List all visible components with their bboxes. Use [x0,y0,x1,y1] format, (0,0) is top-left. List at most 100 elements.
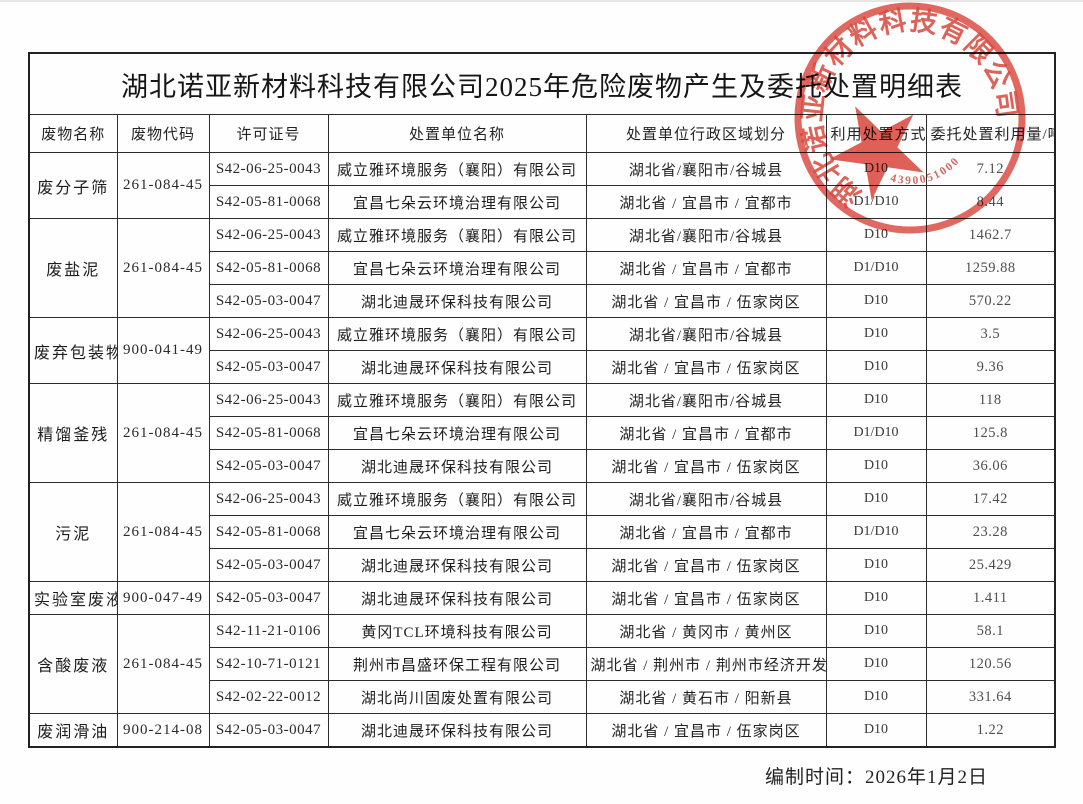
waste-code-cell: 900-047-49 [116,581,210,615]
method-cell: D10 [825,680,927,714]
amount-cell: 36.06 [925,449,1056,483]
unit-name-cell: 宜昌七朵云环境治理有限公司 [327,185,587,219]
unit-name-cell: 荆州市昌盛环保工程有限公司 [327,647,587,681]
amount-cell: 23.28 [925,515,1056,549]
table-row: S42-05-03-0047 湖北迪晟环保科技有限公司 湖北省 / 宜昌市 / 伍家… [29,284,1056,318]
license-cell: S42-05-81-0068 [208,251,329,285]
waste-name-cell: 废弃包装物 [28,317,118,384]
method-cell: D10 [825,284,927,318]
unit-name-cell: 湖北迪晟环保科技有限公司 [327,350,587,384]
method-cell: D10 [825,647,927,681]
region-cell: 湖北省 / 荆州市 / 荆州市经济开发区 [585,647,827,681]
region-cell: 湖北省 / 宜昌市 / 宜都市 [585,515,827,549]
amount-cell: 7.12 [925,152,1056,186]
waste-code-cell: 261-084-45 [116,614,210,714]
method-cell: D10 [825,713,927,748]
region-cell: 湖北省/襄阳市/谷城县 [585,482,827,516]
table-row: 废分子筛 261-084-45 S42-06-25-0043 威立雅环境服务（襄阳）有… [28,152,1056,219]
amount-cell: 58.1 [925,614,1056,648]
unit-name-cell: 宜昌七朵云环境治理有限公司 [327,515,587,549]
region-cell: 湖北省 / 宜昌市 / 伍家岗区 [585,284,827,318]
unit-name-cell: 湖北迪晟环保科技有限公司 [327,713,587,748]
unit-name-cell: 湖北尚川固废处置有限公司 [327,680,587,714]
unit-name-cell: 威立雅环境服务（襄阳）有限公司 [327,482,587,516]
license-cell: S42-05-03-0047 [208,284,329,318]
amount-cell: 3.5 [925,317,1056,351]
region-cell: 湖北省 / 宜昌市 / 伍家岗区 [585,350,827,384]
license-cell: S42-05-03-0047 [208,449,329,483]
unit-name-cell: 威立雅环境服务（襄阳）有限公司 [327,317,587,351]
region-cell: 湖北省/襄阳市/谷城县 [585,218,827,252]
license-cell: S42-11-21-0106 [208,614,329,648]
amount-cell: 1.22 [925,713,1056,748]
license-cell: S42-05-81-0068 [208,416,329,450]
license-cell: S42-06-25-0043 [208,383,329,417]
method-cell: D10 [825,383,927,417]
unit-name-cell: 湖北迪晟环保科技有限公司 [327,548,587,582]
table-row: S42-10-71-0121 荆州市昌盛环保工程有限公司 湖北省 / 荆州市 / 荆… [29,647,1056,681]
amount-cell: 125.8 [925,416,1056,450]
region-cell: 湖北省/襄阳市/谷城县 [585,383,827,417]
region-cell: 湖北省/襄阳市/谷城县 [585,317,827,351]
amount-cell: 570.22 [925,284,1056,318]
method-cell: D1/D10 [825,251,927,285]
license-cell: S42-05-03-0047 [208,548,329,582]
amount-cell: 1259.88 [925,251,1056,285]
region-cell: 湖北省 / 宜昌市 / 宜都市 [585,185,827,219]
license-cell: S42-10-71-0121 [208,647,329,681]
table-row: 含酸废液 261-084-45 S42-11-21-0106 黄冈TCL环境科技有限公… [28,614,1056,714]
page-title: 湖北诺亚新材料科技有限公司2025年危险废物产生及委托处置明细表 [28,52,1056,115]
region-cell: 湖北省 / 宜昌市 / 伍家岗区 [585,449,827,483]
region-cell: 湖北省 / 黄冈市 / 黄州区 [585,614,827,648]
amount-cell: 1.411 [925,581,1056,615]
amount-cell: 25.429 [925,548,1056,582]
table-row: S42-05-81-0068 宜昌七朵云环境治理有限公司 湖北省 / 宜昌市 / 宜… [29,251,1056,285]
table-row: 废润滑油 900-214-08 S42-05-03-0047 湖北迪晟环保科技有限公司… [28,713,1056,748]
region-cell: 湖北省 / 宜昌市 / 伍家岗区 [585,713,827,748]
table-header-row: 废物名称 废物代码 许可证号 处置单位名称 处置单位行政区域划分 利用处置方式 委托处置利用… [28,114,1056,153]
method-cell: D10 [825,614,927,648]
unit-name-cell: 湖北迪晟环保科技有限公司 [327,449,587,483]
table-row: 废盐泥 261-084-45 S42-06-25-0043 威立雅环境服务（襄阳）有限… [28,218,1056,318]
waste-name-cell: 废分子筛 [28,152,118,219]
method-cell: D10 [825,449,927,483]
method-cell: D10 [825,482,927,516]
table-row: S42-05-81-0068 宜昌七朵云环境治理有限公司 湖北省 / 宜昌市 / 宜… [29,416,1056,450]
table-body: 废分子筛 261-084-45 S42-06-25-0043 威立雅环境服务（襄阳）有… [28,152,1056,748]
table-row: S42-05-03-0047 湖北迪晟环保科技有限公司 湖北省 / 宜昌市 / 伍家… [29,350,1056,384]
unit-name-cell: 黄冈TCL环境科技有限公司 [327,614,587,648]
region-cell: 湖北省 / 宜昌市 / 伍家岗区 [585,548,827,582]
header-cell: 利用处置方式 [825,114,927,153]
header-cell: 处置单位名称 [327,114,587,153]
method-cell: D10 [825,548,927,582]
unit-name-cell: 湖北迪晟环保科技有限公司 [327,284,587,318]
method-cell: D10 [825,350,927,384]
amount-cell: 9.36 [925,350,1056,384]
license-cell: S42-06-25-0043 [208,317,329,351]
unit-name-cell: 威立雅环境服务（襄阳）有限公司 [327,383,587,417]
amount-cell: 17.42 [925,482,1056,516]
license-cell: S42-06-25-0043 [208,482,329,516]
amount-cell: 331.64 [925,680,1056,714]
hazardous-waste-table: 湖北诺亚新材料科技有限公司2025年危险废物产生及委托处置明细表 废物名称 废物代… [28,52,1057,748]
waste-name-cell: 含酸废液 [28,614,118,714]
header-cell: 许可证号 [208,114,329,153]
header-cell: 废物名称 [28,114,118,153]
table-row: 废弃包装物 900-041-49 S42-06-25-0043 威立雅环境服务（襄阳）… [28,317,1056,384]
region-cell: 湖北省 / 宜昌市 / 宜都市 [585,251,827,285]
unit-name-cell: 宜昌七朵云环境治理有限公司 [327,416,587,450]
method-cell: D1/D10 [825,515,927,549]
table-row: S42-05-03-0047 湖北迪晟环保科技有限公司 湖北省 / 宜昌市 / 伍家… [29,449,1056,483]
license-cell: S42-05-81-0068 [208,185,329,219]
waste-code-cell: 261-084-45 [116,218,210,318]
compile-time-label: 编制时间：2026年1月2日 [764,767,988,788]
waste-name-cell: 精馏釜残 [28,383,118,483]
amount-cell: 1462.7 [925,218,1056,252]
header-cell: 处置单位行政区域划分 [585,114,827,153]
region-cell: 湖北省 / 宜昌市 / 宜都市 [585,416,827,450]
method-cell: D10 [825,152,927,186]
table-row: S42-02-22-0012 湖北尚川固废处置有限公司 湖北省 / 黄石市 / 阳新… [29,680,1056,714]
method-cell: D10 [825,218,927,252]
scan-edge-artifact [0,0,1083,2]
